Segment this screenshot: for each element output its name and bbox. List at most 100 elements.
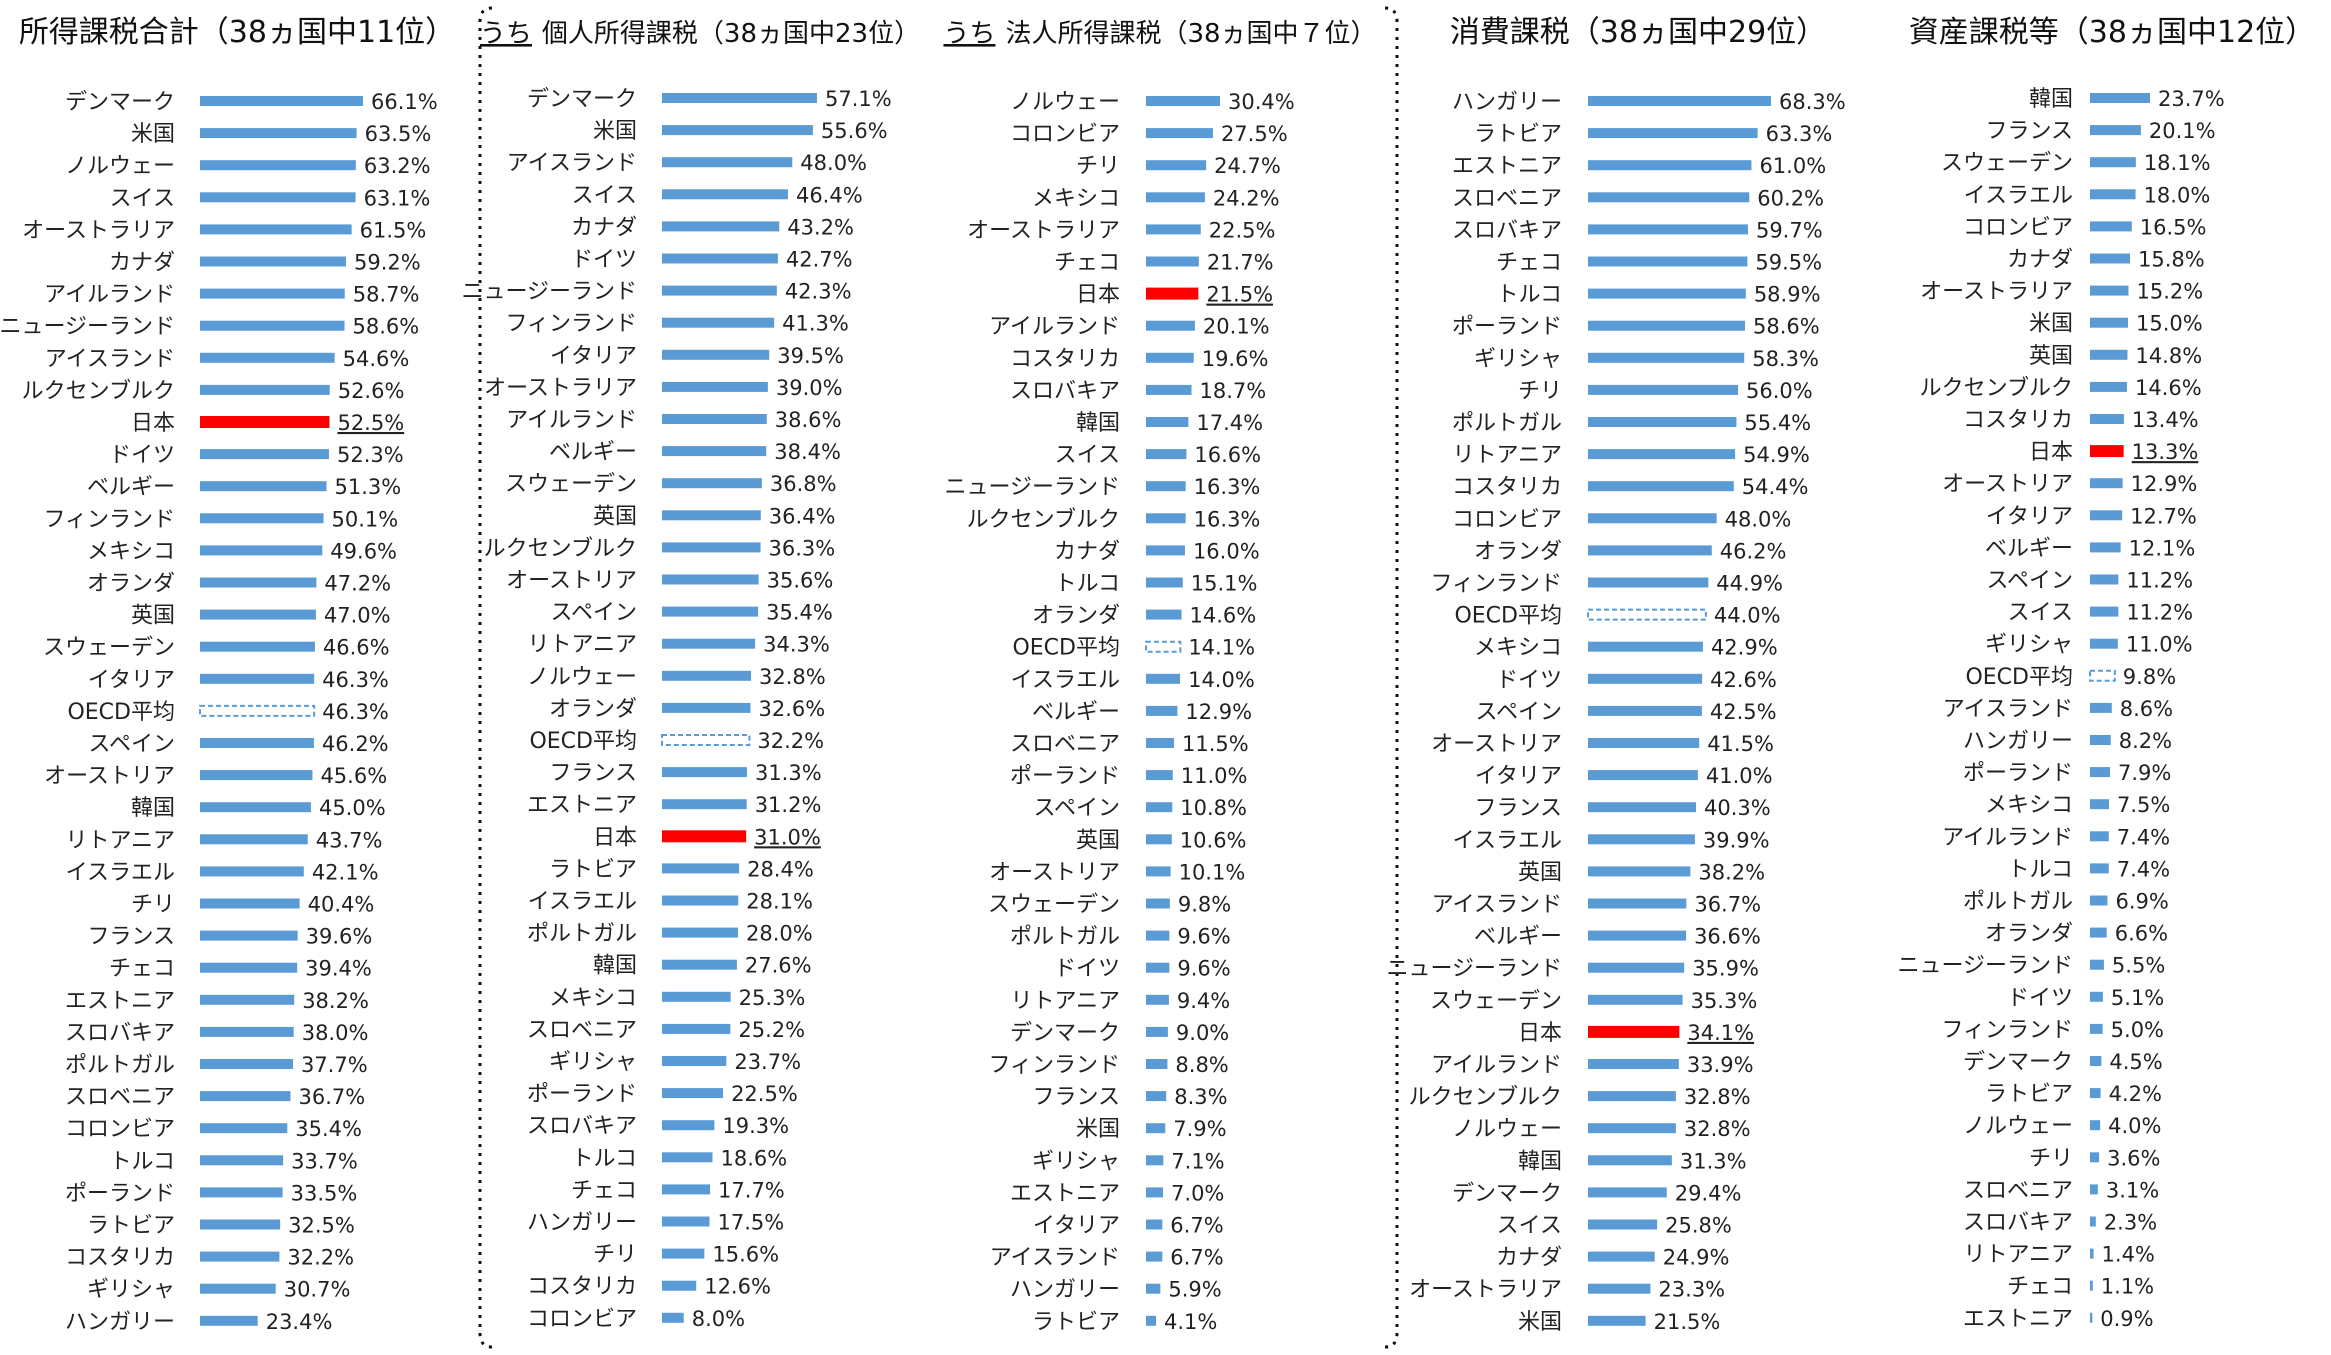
value-label: 33.7% xyxy=(291,1149,358,1173)
bar xyxy=(1588,288,1746,299)
category-label: トルコ xyxy=(109,1149,175,1174)
bar xyxy=(1588,1219,1658,1230)
bar xyxy=(2090,253,2130,264)
category-label: ポルトガル xyxy=(1452,411,1562,436)
value-label: 11.0% xyxy=(1181,764,1248,788)
value-label: 63.1% xyxy=(364,186,431,210)
value-label: 61.0% xyxy=(1759,154,1826,178)
bar xyxy=(2090,189,2136,200)
value-label: 17.4% xyxy=(1196,411,1263,435)
bar xyxy=(2090,1056,2102,1066)
value-label: 4.2% xyxy=(2109,1082,2162,1106)
dashed-bracket-left xyxy=(478,6,493,1349)
category-label: 日本 xyxy=(593,825,637,850)
bar xyxy=(2090,1184,2098,1195)
bar xyxy=(2090,735,2111,745)
category-label: ベルギー xyxy=(1985,536,2073,561)
category-label: カナダ xyxy=(2007,248,2073,273)
category-label: 英国 xyxy=(593,504,637,529)
category-label: ベルギー xyxy=(1474,925,1562,950)
bar xyxy=(1146,1155,1164,1166)
category-label: チェコ xyxy=(1054,251,1120,276)
category-label: リトアニア xyxy=(1010,989,1120,1014)
value-label: 32.8% xyxy=(1684,1117,1751,1141)
category-label: メキシコ xyxy=(549,986,637,1011)
bar xyxy=(200,1251,280,1262)
bar xyxy=(662,927,739,938)
value-label: 0.9% xyxy=(2100,1307,2153,1331)
category-label: オーストリア xyxy=(506,569,637,594)
value-label: 38.0% xyxy=(302,1021,369,1045)
category-label: ニュージーランド xyxy=(1897,954,2073,979)
bar xyxy=(1146,417,1189,427)
bar xyxy=(1588,770,1698,781)
value-label: 50.1% xyxy=(332,507,399,531)
value-label: 48.0% xyxy=(800,151,867,175)
value-label: 66.1% xyxy=(371,90,438,114)
value-label: 55.4% xyxy=(1744,411,1811,435)
value-label: 58.6% xyxy=(353,315,420,339)
category-label: ハンガリー xyxy=(1452,90,1562,115)
value-label: 9.8% xyxy=(2123,665,2176,689)
value-label: 39.4% xyxy=(305,957,372,981)
category-label: 日本 xyxy=(1518,1021,1562,1046)
value-label: 9.6% xyxy=(1177,925,1230,949)
value-label: 4.1% xyxy=(1164,1310,1217,1334)
category-label: 米国 xyxy=(593,119,637,144)
bar xyxy=(2090,799,2109,810)
category-label: オランダ xyxy=(549,697,637,722)
bar xyxy=(200,256,346,267)
category-label: ルクセンブルク xyxy=(1409,1085,1562,1110)
value-label: 30.4% xyxy=(1228,90,1295,114)
value-label: 7.4% xyxy=(2117,857,2170,881)
category-label: オーストラリア xyxy=(1920,280,2073,305)
category-label: スイス xyxy=(2008,601,2073,626)
category-label: デンマーク xyxy=(65,90,175,115)
bar xyxy=(662,1056,727,1066)
bar xyxy=(1146,1187,1164,1198)
value-label: 10.8% xyxy=(1180,796,1247,820)
category-label: ポルトガル xyxy=(1010,925,1120,950)
category-label: ノルウェー xyxy=(65,154,175,179)
category-label: 米国 xyxy=(2029,312,2073,337)
bar xyxy=(662,606,759,617)
category-label: スウェーデン xyxy=(43,636,175,661)
category-label: スウェーデン xyxy=(1941,151,2073,176)
bar xyxy=(662,767,747,778)
category-label: 英国 xyxy=(1518,860,1562,885)
category-label: OECD平均 xyxy=(1012,636,1120,661)
category-label: 韓国 xyxy=(2029,87,2073,112)
value-label: 52.5% xyxy=(337,411,404,435)
value-label: 35.9% xyxy=(1692,957,1759,981)
bar-oecd-average xyxy=(2089,669,2116,682)
value-label: 23.7% xyxy=(2158,87,2225,111)
category-label: ポルトガル xyxy=(1963,890,2073,915)
value-label: 23.3% xyxy=(1658,1278,1725,1302)
category-label: オーストリア xyxy=(44,764,175,789)
bar xyxy=(2090,702,2112,713)
value-label: 37.7% xyxy=(301,1053,368,1077)
category-label: イタリア xyxy=(550,344,637,369)
value-label: 3.6% xyxy=(2107,1146,2160,1170)
category-label: ラトビア xyxy=(1985,1082,2073,1107)
category-label: OECD平均 xyxy=(1454,604,1562,629)
value-label: 5.9% xyxy=(1168,1278,1221,1302)
bar xyxy=(1146,1283,1161,1294)
value-label: 12.1% xyxy=(2129,536,2196,560)
category-label: 英国 xyxy=(2029,344,2073,369)
bar xyxy=(1588,96,1771,106)
value-label: 51.3% xyxy=(335,475,402,499)
value-label: 39.6% xyxy=(306,925,373,949)
value-label: 63.3% xyxy=(1766,122,1833,146)
value-label: 7.9% xyxy=(2118,761,2171,785)
bar xyxy=(200,513,324,524)
bar xyxy=(1146,577,1183,588)
value-label: 31.3% xyxy=(755,761,822,785)
chart-panel-1: 所得課税合計（38ヵ国中11位） デンマーク 66.1% 米国 63.5% ノルウェー 63… xyxy=(0,15,455,1335)
bar xyxy=(2090,542,2121,553)
bar xyxy=(200,866,304,877)
bar xyxy=(200,673,315,684)
category-label: フィンランド xyxy=(1941,1018,2073,1043)
value-label: 12.7% xyxy=(2130,504,2197,528)
bar xyxy=(1146,1123,1166,1134)
